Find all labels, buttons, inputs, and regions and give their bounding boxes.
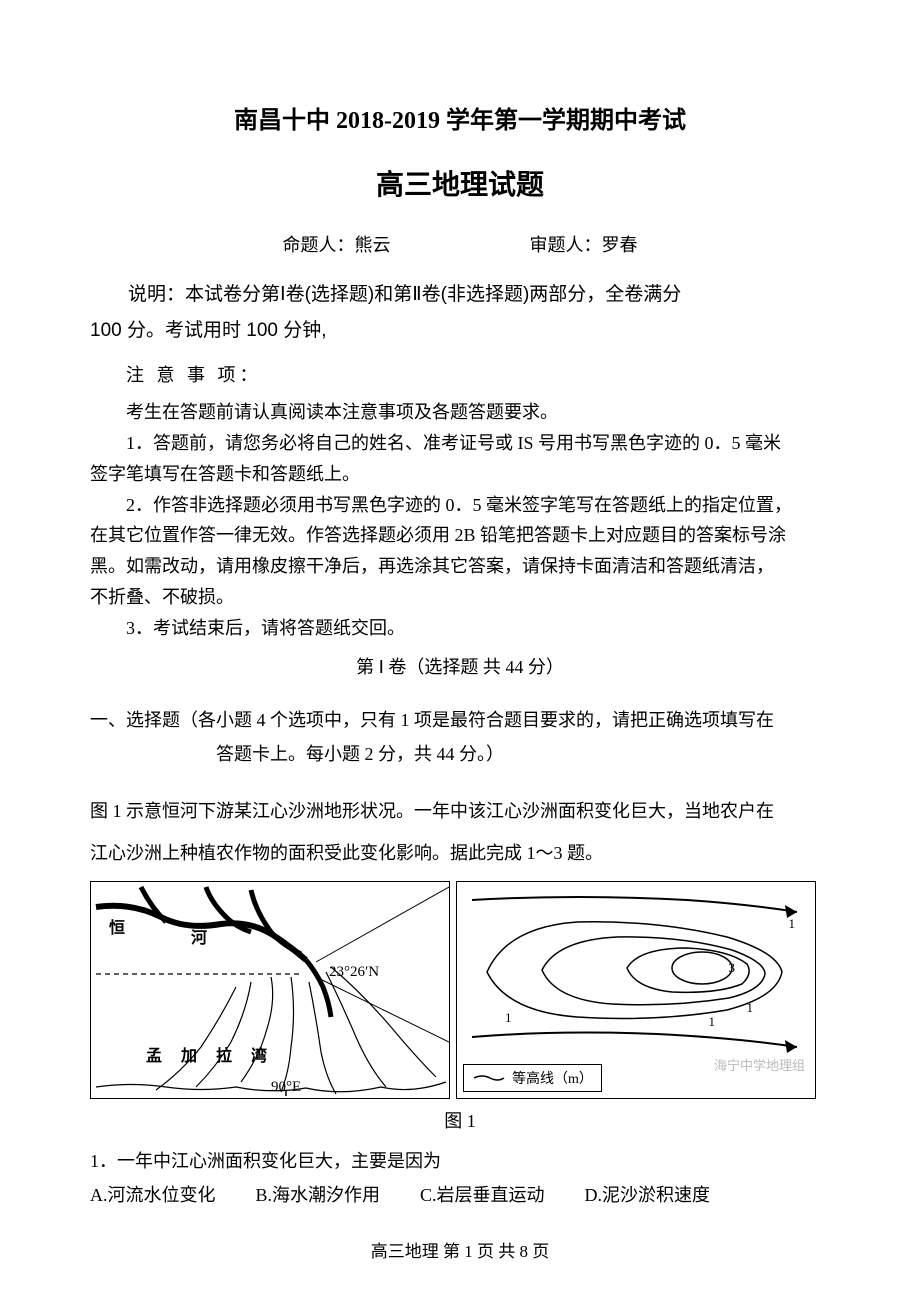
figure-caption: 图 1 bbox=[90, 1107, 830, 1133]
note-item1a: 1．答题前，请您务必将自己的姓名、准考证号或 IS 号用书写黑色字迹的 0．5 … bbox=[90, 429, 830, 458]
notes-intro: 考生在答题前请认真阅读本注意事项及各题答题要求。 bbox=[90, 398, 830, 427]
description-line2: 100 分。考试用时 100 分钟, bbox=[90, 315, 830, 347]
page-footer: 高三地理 第 1 页 共 8 页 bbox=[0, 1237, 920, 1262]
map-right: 1 1 1 3 1 等高线（m） 海宁中学地理组 bbox=[456, 881, 816, 1099]
note-item3: 3．考试结束后，请将答题纸交回。 bbox=[90, 614, 830, 643]
note-item2a: 2．作答非选择题必须用书写黑色字迹的 0．5 毫米签字笔写在答题纸上的指定位置， bbox=[90, 491, 830, 520]
note-item2d: 不折叠、不破损。 bbox=[90, 583, 830, 612]
question-1-options: A.河流水位变化 B.海水潮汐作用 C.岩层垂直运动 D.泥沙淤积速度 bbox=[90, 1179, 830, 1211]
question-1-text: 1．一年中江心洲面积变化巨大，主要是因为 bbox=[90, 1145, 830, 1177]
longitude-label: 90°E bbox=[271, 1079, 301, 1096]
author-name: 熊云 bbox=[355, 231, 391, 257]
question-intro-2: 江心沙洲上种植农作物的面积受此变化影响。据此完成 1～3 题。 bbox=[90, 838, 830, 869]
school-year-title: 南昌十中 2018-2019 学年第一学期期中考试 bbox=[90, 100, 830, 135]
section-header-b: 答题卡上。每小题 2 分，共 44 分。） bbox=[90, 739, 830, 770]
map-left-svg bbox=[91, 882, 449, 1098]
question-intro-1: 图 1 示意恒河下游某江心沙洲地形状况。一年中该江心沙洲面积变化巨大，当地农户在 bbox=[90, 796, 830, 827]
legend-contour-icon bbox=[472, 1072, 506, 1084]
contour-label-3: 1 bbox=[709, 1014, 716, 1030]
section-header-a: 一、选择题（各小题 4 个选项中，只有 1 项是最符合题目要求的，请把正确选项填… bbox=[90, 705, 830, 736]
reviewer-name: 罗春 bbox=[602, 231, 638, 257]
option-d: D.泥沙淤积速度 bbox=[585, 1179, 711, 1211]
author-label: 命题人： bbox=[283, 231, 355, 257]
bay-label-2: 加 bbox=[181, 1042, 197, 1066]
bay-label-3: 拉 bbox=[216, 1042, 232, 1066]
part1-title: 第 Ⅰ 卷（选择题 共 44 分） bbox=[90, 653, 830, 679]
watermark: 海宁中学地理组 bbox=[714, 1055, 805, 1074]
contour-label-5: 1 bbox=[505, 1010, 512, 1026]
authors-line: 命题人：熊云 审题人：罗春 bbox=[90, 231, 830, 257]
reviewer-label: 审题人： bbox=[530, 231, 602, 257]
figure-1: 恒 河 孟 加 拉 湾 23°26′N 90°E 1 1 1 3 1 等高线（m… bbox=[90, 881, 830, 1099]
contour-label-1: 1 bbox=[789, 916, 796, 932]
note-item1b: 签字笔填写在答题卡和答题纸上。 bbox=[90, 460, 830, 489]
notes-title: 注 意 事 项： bbox=[90, 360, 830, 391]
option-b: B.海水潮汐作用 bbox=[256, 1179, 381, 1211]
river-label-2: 河 bbox=[191, 924, 207, 948]
bay-label-1: 孟 bbox=[146, 1042, 162, 1066]
map-left: 恒 河 孟 加 拉 湾 23°26′N 90°E bbox=[90, 881, 450, 1099]
description-line1: 说明：本试卷分第Ⅰ卷(选择题)和第Ⅱ卷(非选择题)两部分，全卷满分 bbox=[90, 279, 830, 311]
legend-label: 等高线（m） bbox=[512, 1068, 593, 1088]
river-label-1: 恒 bbox=[109, 914, 125, 938]
option-c: C.岩层垂直运动 bbox=[420, 1179, 545, 1211]
note-item2b: 在其它位置作答一律无效。作答选择题必须用 2B 铅笔把答题卡上对应题目的答案标号… bbox=[90, 521, 830, 550]
subject-title: 高三地理试题 bbox=[90, 163, 830, 203]
legend-box: 等高线（m） bbox=[463, 1064, 602, 1092]
latitude-label: 23°26′N bbox=[329, 964, 379, 981]
bay-label-4: 湾 bbox=[251, 1042, 267, 1066]
note-item2c: 黑。如需改动，请用橡皮擦干净后，再选涂其它答案，请保持卡面清洁和答题纸清洁， bbox=[90, 552, 830, 581]
contour-label-2: 1 bbox=[747, 1000, 754, 1016]
contour-label-4: 3 bbox=[729, 960, 736, 976]
option-a: A.河流水位变化 bbox=[90, 1179, 216, 1211]
